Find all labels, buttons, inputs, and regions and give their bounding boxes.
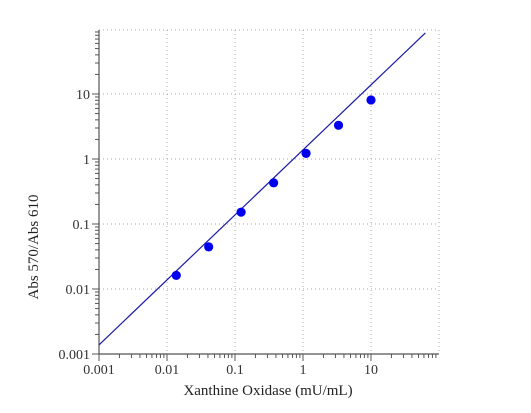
data-point <box>366 95 376 105</box>
fit-line <box>98 32 426 346</box>
data-point <box>333 120 344 130</box>
y-tick-label: 1 <box>83 153 90 168</box>
grid-layer <box>99 29 440 354</box>
data-point <box>171 270 181 280</box>
x-tick-label: 10 <box>364 363 378 378</box>
x-tick-label: 1 <box>300 363 307 378</box>
data-point <box>236 207 246 217</box>
y-tick-label: 0.01 <box>66 283 91 298</box>
tick-layer: 0.001 0.01 0.1 1 10 0.001 0.01 0.1 1 10 <box>59 31 437 378</box>
data-point <box>301 148 311 158</box>
data-points <box>171 95 376 280</box>
data-point <box>269 178 279 188</box>
x-tick-label: 0.01 <box>155 363 180 378</box>
y-tick-label: 0.001 <box>59 348 91 363</box>
x-tick-label: 0.1 <box>226 363 244 378</box>
data-point <box>204 242 214 252</box>
x-axis-label: Xanthine Oxidase (mU/mL) <box>183 383 352 399</box>
x-tick-label: 0.001 <box>83 363 115 378</box>
y-tick-label: 0.1 <box>73 218 91 233</box>
y-tick-label: 10 <box>76 88 90 103</box>
y-axis-label: Abs 570/Abs 610 <box>26 194 42 299</box>
